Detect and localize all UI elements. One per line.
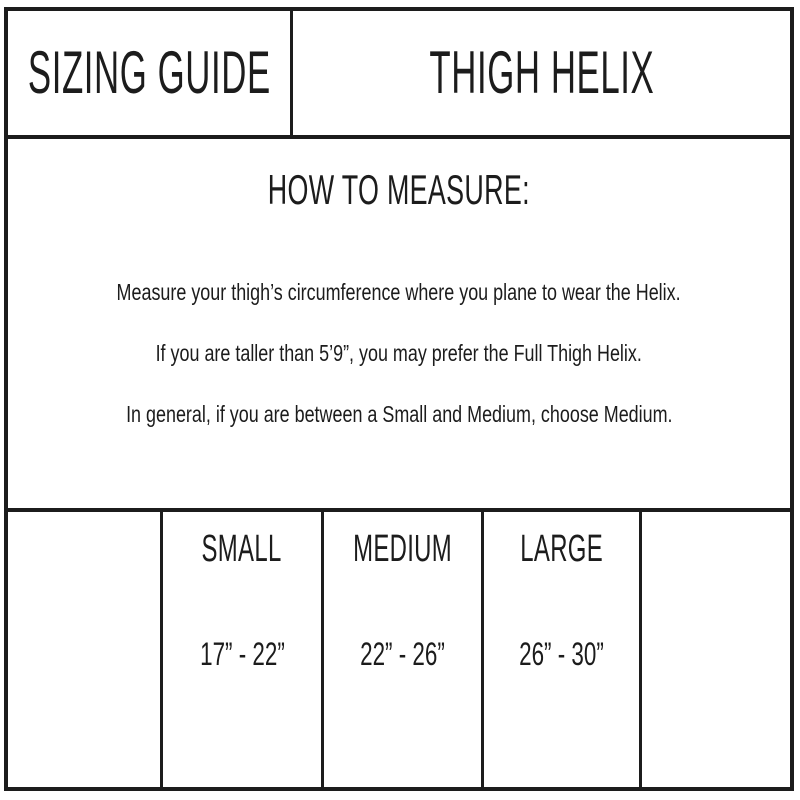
measure-instruction-row: If you are taller than 5’9”, you may pre… [8, 342, 790, 366]
measure-instruction-1: Measure your thigh’s circumference where… [116, 279, 682, 305]
size-table-cell-medium: MEDIUM 22” - 26” [324, 512, 484, 787]
how-to-measure-title-row: HOW TO MEASURE: [8, 169, 790, 211]
how-to-measure-section: HOW TO MEASURE: Measure your thigh’s cir… [8, 139, 790, 512]
measure-instruction-row: Measure your thigh’s circumference where… [8, 281, 790, 305]
header-cell-product-name: THIGH HELIX [293, 11, 790, 135]
header-row: SIZING GUIDE THIGH HELIX [8, 11, 790, 139]
size-label-medium: MEDIUM [353, 528, 452, 570]
header-cell-sizing-guide: SIZING GUIDE [8, 11, 293, 135]
product-title: THIGH HELIX [429, 39, 654, 106]
measure-instruction-row: In general, if you are between a Small a… [8, 403, 790, 427]
size-table-cell-small: SMALL 17” - 22” [163, 512, 324, 787]
size-label-small: SMALL [201, 528, 283, 570]
size-table-cell-empty-left [8, 512, 163, 787]
size-range-large: 26” - 30” [519, 636, 604, 672]
size-table-cell-large: LARGE 26” - 30” [484, 512, 642, 787]
size-table-row: SMALL 17” - 22” MEDIUM 22” - 26” LARGE 2… [8, 512, 790, 787]
size-range-small: 17” - 22” [199, 636, 285, 672]
sizing-guide-title: SIZING GUIDE [27, 39, 271, 106]
size-table-cell-empty-right [642, 512, 790, 787]
sizing-guide-frame: SIZING GUIDE THIGH HELIX HOW TO MEASURE:… [4, 7, 794, 791]
measure-instruction-3: In general, if you are between a Small a… [125, 401, 673, 427]
size-label-large: LARGE [520, 528, 603, 570]
how-to-measure-title: HOW TO MEASURE: [267, 166, 531, 213]
size-range-medium: 22” - 26” [360, 636, 445, 672]
measure-instruction-2: If you are taller than 5’9”, you may pre… [155, 340, 643, 366]
